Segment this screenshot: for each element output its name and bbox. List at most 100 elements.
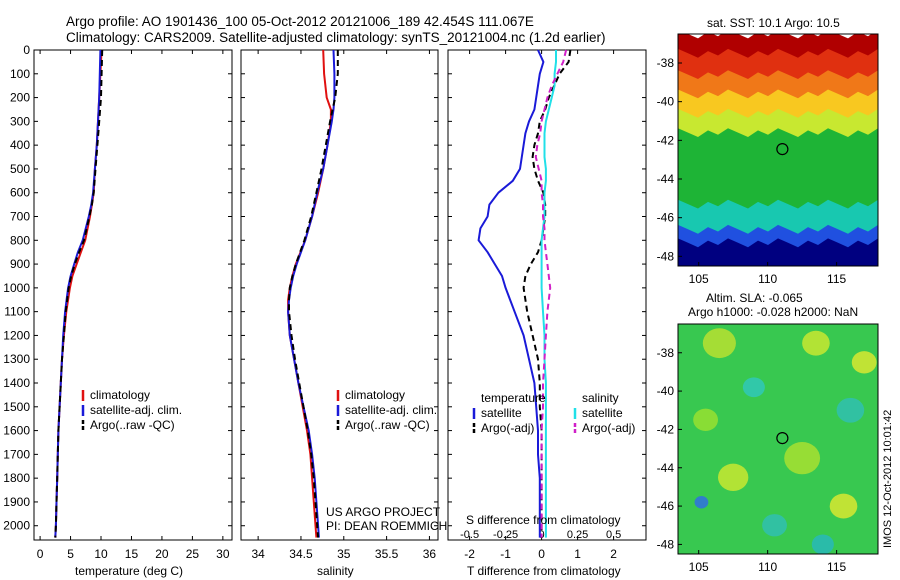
x-tick-label: 25 xyxy=(186,547,200,561)
series-line-s-argo-adj- xyxy=(534,49,568,538)
lon-tick-label: 115 xyxy=(827,560,846,574)
x-tick-label: 0 xyxy=(37,547,44,561)
s-tick-label: -0.25 xyxy=(493,529,518,541)
depth-tick-label: 0 xyxy=(23,43,30,57)
lat-tick-label: -38 xyxy=(657,56,675,70)
sla-anomaly xyxy=(836,397,865,423)
series-line-t-argo-adj- xyxy=(522,49,572,538)
project-annotation: US ARGO PROJECT xyxy=(326,505,441,519)
lon-tick-label: 105 xyxy=(689,272,709,286)
climatology-subtitle: Climatology: CARS2009. Satellite-adjuste… xyxy=(66,30,606,45)
sla-anomaly xyxy=(693,408,718,432)
t-difference-axis-label: T difference from climatology xyxy=(467,564,621,578)
argo-position-marker xyxy=(776,432,789,445)
sst-map-title: sat. SST: 10.1 Argo: 10.5 xyxy=(707,16,840,30)
legend-label: climatology xyxy=(345,388,405,402)
depth-tick-label: 200 xyxy=(10,91,30,105)
x-tick-label: -2 xyxy=(464,547,475,561)
plot-frame xyxy=(33,49,233,541)
salinity-axis-label: salinity xyxy=(317,564,354,578)
sla-anomaly xyxy=(702,328,736,359)
lon-tick-label: 115 xyxy=(827,272,846,286)
series-line-satellite-adj-clim- xyxy=(54,49,102,538)
s-tick-label: 0.25 xyxy=(567,529,588,541)
argo-position-marker xyxy=(776,143,789,156)
depth-tick-label: 300 xyxy=(10,114,30,128)
legend-title: temperature xyxy=(481,391,546,405)
legend-label: satellite-adj. clim. xyxy=(345,403,437,417)
x-tick-label: 35 xyxy=(337,547,351,561)
sst-band xyxy=(678,128,878,211)
x-tick-label: 10 xyxy=(94,547,108,561)
legend-label: satellite xyxy=(481,406,522,420)
x-tick-label: 36 xyxy=(423,547,437,561)
lon-tick-label: 110 xyxy=(758,272,777,286)
depth-tick-label: 1900 xyxy=(3,495,30,509)
depth-tick-label: 1400 xyxy=(3,376,30,390)
x-tick-label: 34.5 xyxy=(289,547,313,561)
x-tick-label: 34 xyxy=(251,547,265,561)
sla-anomaly xyxy=(829,493,858,519)
plot-frame xyxy=(240,49,439,541)
legend-label: Argo(..raw -QC) xyxy=(90,418,175,432)
depth-tick-label: 600 xyxy=(10,186,30,200)
depth-tick-label: 2000 xyxy=(3,519,30,533)
sst-band xyxy=(678,238,878,266)
sla-anomaly xyxy=(802,330,830,356)
series-line-t-satellite xyxy=(477,49,545,538)
x-tick-label: 1 xyxy=(574,547,581,561)
lat-tick-label: -44 xyxy=(657,172,675,186)
x-tick-label: 35.5 xyxy=(375,547,399,561)
lat-tick-label: -40 xyxy=(657,384,675,398)
sla-map-panel: 105 110 115 -38 -40 -42 -44 -46 -48 xyxy=(657,323,879,574)
depth-tick-label: 1300 xyxy=(3,352,30,366)
sla-anomaly xyxy=(811,534,834,554)
sla-map-subtitle: Argo h1000: -0.028 h2000: NaN xyxy=(688,305,859,319)
map-field xyxy=(678,324,878,554)
legend-label: climatology xyxy=(90,388,150,402)
sla-anomaly xyxy=(718,463,749,491)
plot-frame xyxy=(447,49,647,541)
depth-tick-label: 1700 xyxy=(3,447,30,461)
legend-label: Argo(-adj) xyxy=(481,421,534,435)
legend-title: salinity xyxy=(582,391,619,405)
legend-label: satellite-adj. clim. xyxy=(90,403,182,417)
x-tick-label: 2 xyxy=(610,547,617,561)
legend-label: Argo(-adj) xyxy=(582,421,635,435)
depth-tick-label: 1000 xyxy=(3,281,30,295)
x-tick-label: 30 xyxy=(216,547,230,561)
lat-tick-label: -48 xyxy=(657,249,675,263)
legend-label: Argo(..raw -QC) xyxy=(345,418,430,432)
lat-tick-label: -40 xyxy=(657,95,675,109)
series-line-s-satellite xyxy=(540,50,557,538)
depth-tick-label: 900 xyxy=(10,257,30,271)
series-line-argo-raw-qc- xyxy=(288,50,339,538)
lat-tick-label: -46 xyxy=(657,499,675,513)
sla-anomaly xyxy=(694,496,709,509)
map-field xyxy=(678,34,878,266)
x-tick-label: 15 xyxy=(125,547,139,561)
lat-tick-label: -48 xyxy=(657,537,675,551)
x-tick-label: -1 xyxy=(500,547,511,561)
lat-tick-label: -46 xyxy=(657,211,675,225)
sla-anomaly xyxy=(784,442,821,475)
imos-timestamp: IMOS 12-Oct-2012 10:01:42 xyxy=(882,409,894,548)
depth-tick-label: 400 xyxy=(10,138,30,152)
s-difference-axis-label: S difference from climatology xyxy=(466,513,621,527)
sla-anomaly xyxy=(762,514,787,537)
series-line-argo-raw-qc- xyxy=(54,49,104,538)
depth-tick-label: 700 xyxy=(10,210,30,224)
x-tick-label: 5 xyxy=(67,547,74,561)
depth-tick-label: 100 xyxy=(10,67,30,81)
series-line-climatology xyxy=(287,49,332,538)
temperature-panel: 0100200300400500600700800900100011001200… xyxy=(3,43,233,561)
lat-tick-label: -44 xyxy=(657,461,675,475)
x-tick-label: 20 xyxy=(155,547,169,561)
sla-anomaly xyxy=(742,377,765,398)
series-line-climatology xyxy=(54,49,103,538)
depth-tick-label: 800 xyxy=(10,233,30,247)
x-tick-label: 0 xyxy=(538,547,545,561)
lat-tick-label: -42 xyxy=(657,422,675,436)
